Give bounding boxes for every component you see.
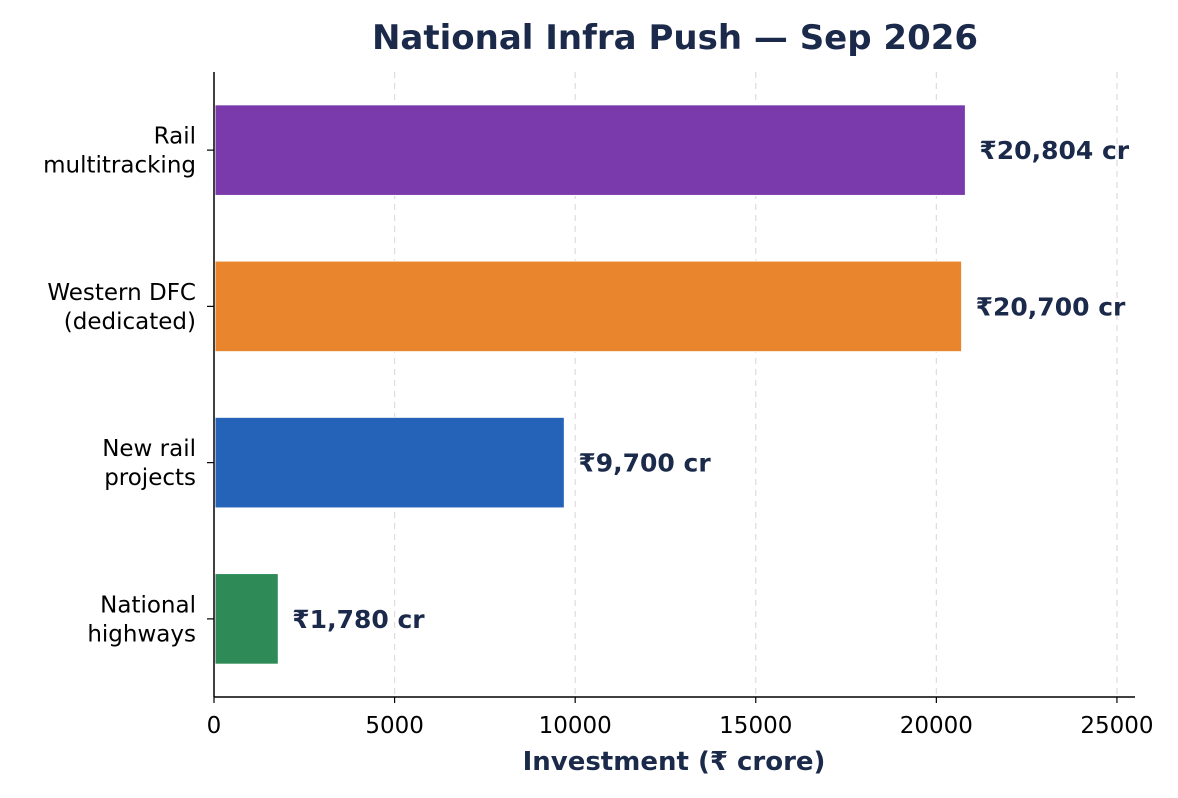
bars — [214, 104, 966, 665]
x-tick-label: 0 — [207, 713, 222, 739]
x-tick-label: 10000 — [539, 713, 612, 739]
data-label: ₹9,700 cr — [578, 449, 711, 478]
data-label: ₹1,780 cr — [292, 605, 425, 634]
category-label: Western DFC (dedicated) — [47, 280, 196, 335]
x-tick-label: 5000 — [365, 713, 424, 739]
data-label: ₹20,700 cr — [976, 292, 1126, 321]
x-axis-label: Investment (₹ crore) — [523, 747, 826, 777]
x-tick-label: 15000 — [719, 713, 792, 739]
bar — [214, 104, 966, 196]
labels: 0 5000 10000 15000 20000 25000 Rail multitracki… — [43, 124, 1153, 739]
bar — [214, 573, 279, 665]
category-label: New rail projects — [102, 436, 196, 491]
category-label: National highways — [87, 592, 196, 647]
data-label: ₹20,804 cr — [979, 136, 1129, 165]
x-tick-label: 25000 — [1080, 713, 1153, 739]
x-tick-label: 20000 — [900, 713, 973, 739]
axes — [207, 72, 1135, 703]
bar — [214, 260, 963, 353]
chart-title: National Infra Push — Sep 2026 — [372, 18, 978, 58]
bar — [214, 416, 565, 509]
category-label: Rail multitracking — [43, 124, 196, 179]
